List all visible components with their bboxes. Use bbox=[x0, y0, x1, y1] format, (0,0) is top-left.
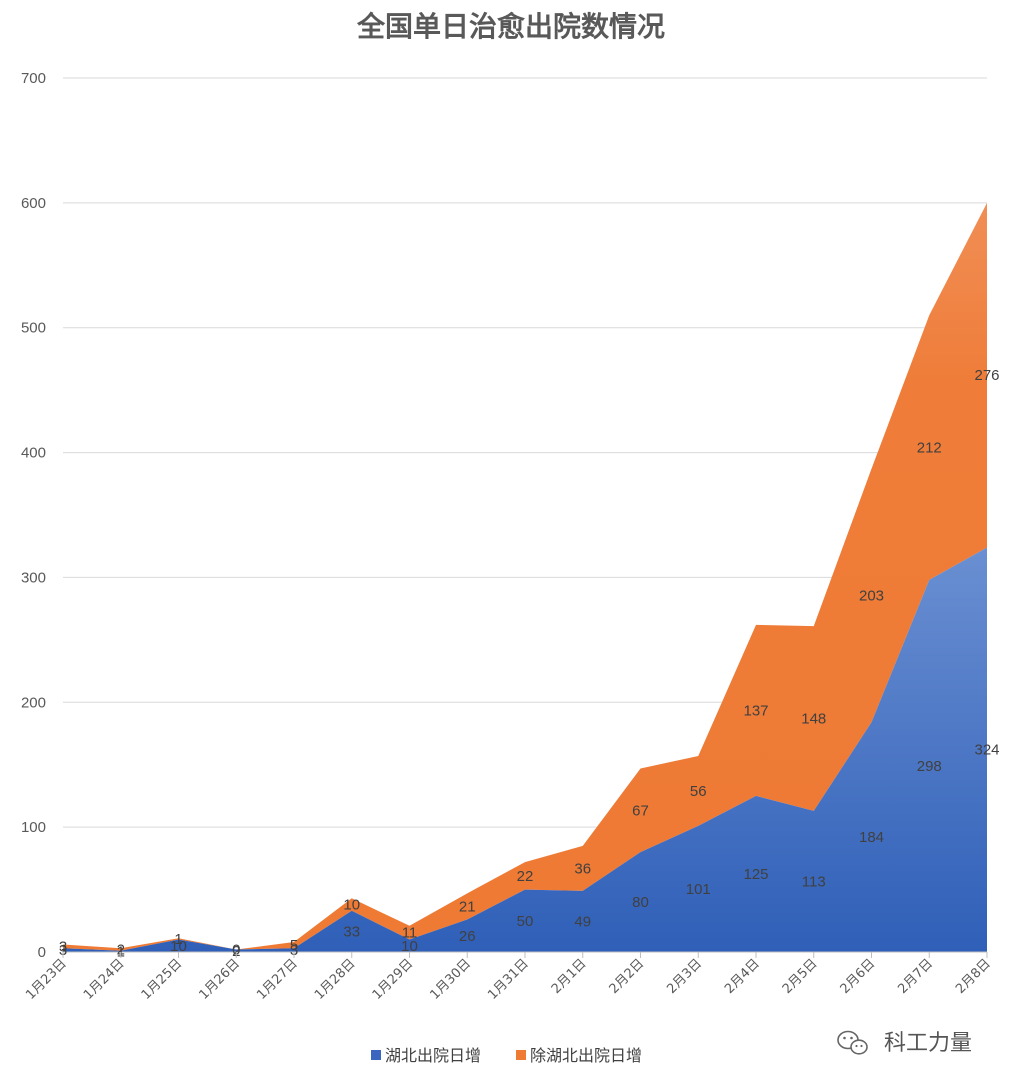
legend-label: 除湖北出院日增 bbox=[530, 1046, 642, 1065]
data-label-non-hubei: 276 bbox=[974, 367, 999, 384]
data-label-hubei: 49 bbox=[574, 913, 591, 930]
data-label-hubei: 10 bbox=[401, 938, 418, 955]
y-tick-label: 300 bbox=[21, 569, 46, 586]
data-label-non-hubei: 56 bbox=[690, 783, 707, 800]
data-label-non-hubei: 36 bbox=[574, 860, 591, 877]
x-tick-label: 1月31日 bbox=[485, 956, 532, 1003]
data-label-non-hubei: 0 bbox=[232, 942, 240, 959]
y-tick-label: 0 bbox=[38, 944, 46, 961]
data-label-hubei: 298 bbox=[917, 758, 942, 775]
legend: 湖北出院日增 除湖北出院日增 bbox=[371, 1046, 642, 1065]
x-tick-label: 2月6日 bbox=[838, 956, 879, 997]
data-label-non-hubei: 148 bbox=[801, 711, 826, 728]
y-tick-label: 700 bbox=[21, 70, 46, 87]
y-tick-label: 100 bbox=[21, 819, 46, 836]
legend-swatch bbox=[516, 1050, 526, 1060]
wechat-icon bbox=[837, 1030, 868, 1055]
watermark: 科工力量 bbox=[837, 1030, 972, 1056]
y-tick-label: 400 bbox=[21, 445, 46, 462]
data-label-non-hubei: 67 bbox=[632, 802, 649, 819]
data-label-hubei: 101 bbox=[686, 881, 711, 898]
data-label-hubei: 184 bbox=[859, 829, 884, 846]
data-label-hubei: 50 bbox=[517, 913, 534, 930]
x-tick-label: 2月4日 bbox=[722, 956, 763, 997]
data-label-non-hubei: 212 bbox=[917, 440, 942, 457]
data-label-non-hubei: 5 bbox=[290, 937, 298, 954]
x-tick-label: 2月5日 bbox=[780, 956, 821, 997]
x-tick-label: 1月29日 bbox=[370, 956, 417, 1003]
data-label-hubei: 80 bbox=[632, 894, 649, 911]
data-label-non-hubei: 1 bbox=[174, 931, 182, 948]
data-label-non-hubei: 10 bbox=[343, 897, 360, 914]
x-tick-label: 2月2日 bbox=[607, 956, 648, 997]
series-area-non-hubei bbox=[63, 202, 987, 951]
data-label-hubei: 26 bbox=[459, 928, 476, 945]
x-tick-label: 1月23日 bbox=[23, 956, 70, 1003]
data-label-hubei: 3 bbox=[59, 942, 67, 959]
data-label-non-hubei: 11 bbox=[402, 925, 418, 942]
data-label-hubei: 3 bbox=[290, 942, 298, 959]
data-label-hubei: 113 bbox=[802, 873, 826, 890]
legend-swatch bbox=[371, 1050, 381, 1060]
y-axis: 0 100 200 300 400 500 600 700 bbox=[21, 70, 46, 961]
data-label-hubei: 324 bbox=[974, 742, 999, 759]
x-axis: 1月23日 1月24日 1月25日 1月26日 1月27日 1月28日 1月29日 1月30日… bbox=[23, 952, 994, 1003]
data-label-non-hubei: 137 bbox=[743, 702, 768, 719]
series-area-hubei bbox=[63, 547, 987, 952]
data-label-non-hubei: 22 bbox=[517, 868, 534, 885]
data-label-non-hubei: 2 bbox=[117, 942, 125, 959]
watermark-text: 科工力量 bbox=[884, 1031, 972, 1056]
x-tick-label: 1月30日 bbox=[428, 956, 475, 1003]
x-tick-label: 2月3日 bbox=[664, 956, 705, 997]
data-label-non-hubei: 203 bbox=[859, 588, 884, 605]
x-tick-label: 1月24日 bbox=[81, 956, 128, 1003]
gridlines bbox=[63, 77, 987, 953]
data-label-hubei: 2 bbox=[232, 943, 240, 960]
x-tick-label: 1月25日 bbox=[139, 956, 186, 1003]
y-tick-label: 600 bbox=[21, 195, 46, 212]
x-tick-label: 2月8日 bbox=[953, 956, 994, 997]
x-tick-label: 1月27日 bbox=[254, 956, 301, 1003]
data-label-hubei: 33 bbox=[343, 923, 360, 940]
data-label-hubei: 1 bbox=[117, 943, 125, 960]
data-label-hubei: 125 bbox=[743, 866, 768, 883]
data-label-non-hubei: 21 bbox=[459, 898, 476, 915]
x-tick-label: 1月26日 bbox=[197, 956, 244, 1003]
y-tick-label: 200 bbox=[21, 694, 46, 711]
legend-label: 湖北出院日增 bbox=[385, 1046, 481, 1065]
y-tick-label: 500 bbox=[21, 320, 46, 337]
data-label-hubei: 10 bbox=[170, 938, 187, 955]
chart-title: 全国单日治愈出院数情况 bbox=[356, 10, 665, 43]
data-label-non-hubei: 3 bbox=[59, 938, 67, 955]
x-tick-label: 2月1日 bbox=[549, 956, 590, 997]
x-tick-label: 2月7日 bbox=[895, 956, 936, 997]
x-tick-label: 1月28日 bbox=[312, 956, 359, 1003]
